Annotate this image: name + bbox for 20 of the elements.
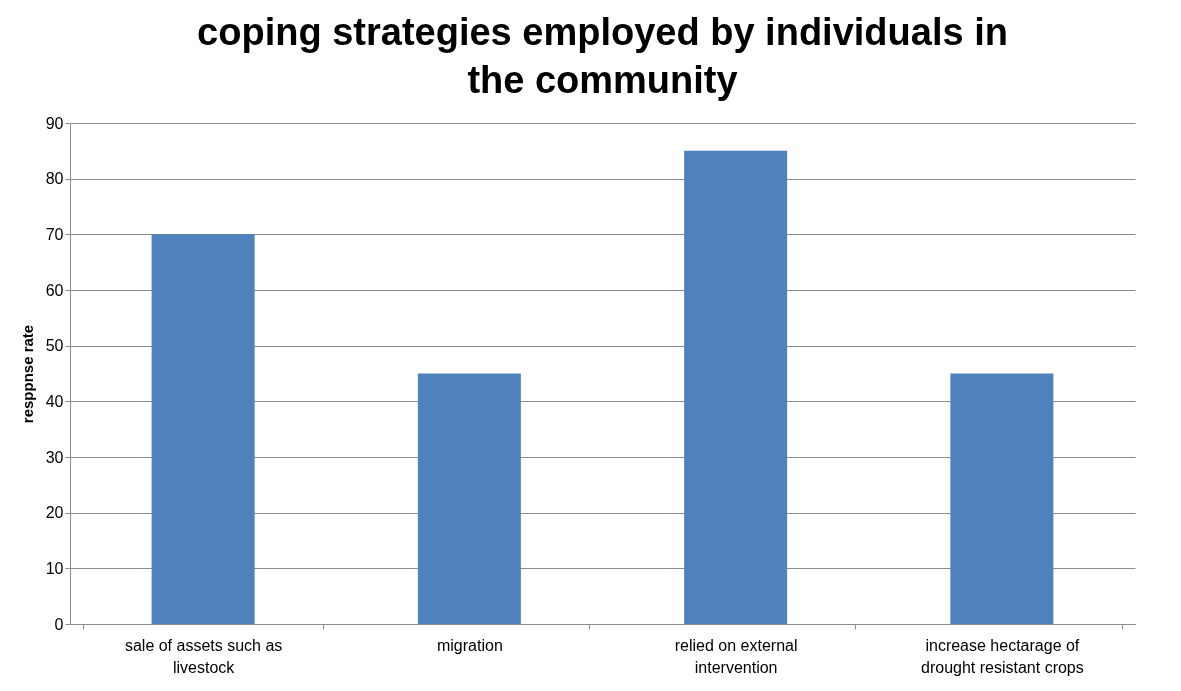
y-tick-label: 80: [45, 170, 64, 188]
bar: [151, 234, 255, 624]
y-tick-label: 20: [45, 504, 64, 522]
y-tick-label: 0: [54, 615, 64, 633]
x-tick-label: migration: [436, 636, 503, 654]
y-tick-label: 10: [45, 559, 64, 577]
y-axis-title: resppnse rate: [18, 324, 36, 424]
y-tick-label: 50: [45, 337, 64, 355]
x-tick-label: relied on external intervention: [674, 636, 798, 676]
y-tick-label: 40: [45, 392, 64, 410]
bar: [684, 150, 788, 624]
bar: [950, 373, 1054, 624]
y-tick-label: 90: [45, 114, 64, 132]
x-tick-label: increase hectarage of drought resistant crops: [921, 636, 1084, 676]
bar: [417, 373, 521, 624]
x-tick-label: sale of assets such as livestock: [124, 636, 283, 676]
y-tick-label: 30: [45, 448, 64, 466]
chart-title: coping strategies employed by individuals in the community: [197, 11, 1008, 101]
y-tick-label: 60: [45, 281, 64, 299]
y-tick-label: 70: [45, 225, 64, 243]
